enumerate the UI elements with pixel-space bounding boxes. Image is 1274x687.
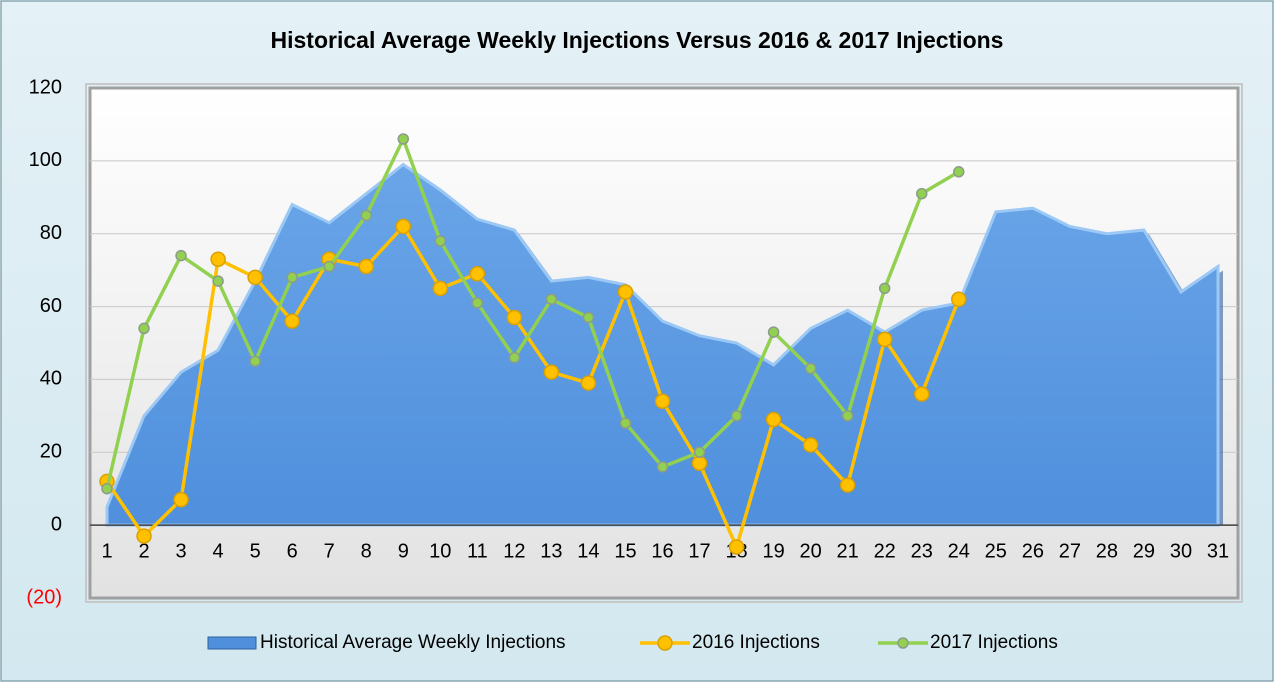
x-tick-label: 6 <box>287 540 298 562</box>
x-tick-label: 19 <box>762 540 784 562</box>
marker <box>656 461 669 473</box>
marker <box>432 280 449 297</box>
marker <box>469 266 486 282</box>
marker <box>691 455 708 471</box>
x-tick-label: 7 <box>324 540 335 562</box>
legend-marker <box>657 635 673 651</box>
marker <box>173 491 189 508</box>
x-tick-label: 23 <box>911 540 933 562</box>
marker <box>175 249 187 262</box>
x-tick-label: 3 <box>176 540 187 562</box>
x-tick-label: 28 <box>1096 540 1118 562</box>
marker <box>654 393 671 410</box>
marker <box>582 311 595 324</box>
legend-label: Historical Average Weekly Injections <box>260 632 566 653</box>
x-tick-label: 14 <box>577 540 599 562</box>
marker <box>434 235 447 247</box>
x-tick-label: 29 <box>1133 540 1155 562</box>
x-tick-label: 20 <box>800 540 822 562</box>
marker <box>913 386 930 402</box>
marker <box>136 528 152 544</box>
marker <box>915 187 928 200</box>
marker <box>765 411 782 428</box>
marker <box>580 375 597 391</box>
marker <box>619 417 632 429</box>
legend-marker <box>897 637 909 649</box>
marker <box>728 539 745 555</box>
marker <box>247 269 263 286</box>
x-tick-label: 15 <box>614 540 636 562</box>
marker <box>360 209 372 222</box>
y-tick-label: 120 <box>29 76 62 98</box>
x-tick-label: 2 <box>138 540 149 562</box>
marker <box>323 260 335 273</box>
marker <box>249 355 261 367</box>
marker <box>286 271 298 284</box>
plot-frame <box>85 83 1243 603</box>
marker <box>951 291 967 308</box>
marker <box>839 477 856 493</box>
x-tick-label: 8 <box>361 540 372 562</box>
x-tick-label: 17 <box>688 540 710 562</box>
marker <box>693 446 706 459</box>
marker <box>841 410 854 422</box>
legend-label: 2017 Injections <box>930 632 1058 653</box>
marker <box>617 284 634 300</box>
marker <box>471 297 484 309</box>
x-tick-label: 25 <box>985 540 1007 562</box>
y-tick-label: 60 <box>40 295 62 317</box>
marker <box>730 410 743 422</box>
x-tick-label: 24 <box>948 540 970 562</box>
x-tick-label: 11 <box>467 540 488 562</box>
legend-label: 2016 Injections <box>692 632 820 653</box>
x-tick-label: 5 <box>250 540 261 562</box>
marker <box>953 166 965 178</box>
marker <box>767 326 780 338</box>
marker <box>878 282 891 295</box>
marker <box>210 251 226 267</box>
x-tick-label: 31 <box>1207 540 1229 562</box>
y-tick-label: 40 <box>40 368 62 390</box>
legend: Historical Average Weekly Injections 2016… <box>207 632 1058 653</box>
line <box>105 137 960 490</box>
x-tick-label: 21 <box>837 540 859 562</box>
area <box>105 162 1220 527</box>
x-tick-label: 16 <box>651 540 673 562</box>
x-tick-label: 30 <box>1170 540 1192 562</box>
marker <box>545 293 558 306</box>
x-tick-label: 26 <box>1022 540 1044 562</box>
marker <box>358 258 374 275</box>
marker <box>876 331 893 348</box>
marker <box>284 313 300 329</box>
marker <box>138 322 150 335</box>
x-tick-label: 9 <box>398 540 409 562</box>
marker <box>802 437 819 453</box>
x-tick-label: 22 <box>874 540 896 562</box>
x-tick-label: 12 <box>503 540 525 562</box>
legend-swatch <box>207 636 257 650</box>
y-tick-label: (20) <box>26 586 62 608</box>
marker <box>508 351 521 364</box>
chart-title: Historical Average Weekly Injections Ver… <box>271 27 1004 53</box>
marker <box>212 275 224 287</box>
marker <box>543 364 560 380</box>
marker <box>804 362 817 375</box>
x-tick-label: 10 <box>429 540 451 562</box>
x-tick-label: 27 <box>1059 540 1081 562</box>
x-tick-label: 4 <box>213 540 224 562</box>
marker <box>395 218 412 235</box>
x-tick-label: 13 <box>540 540 562 562</box>
y-tick-label: 20 <box>40 441 62 463</box>
y-tick-label: 80 <box>40 222 62 244</box>
y-tick-label: 0 <box>51 513 62 535</box>
marker <box>397 133 410 145</box>
x-tick-label: 1 <box>101 540 112 562</box>
marker <box>506 309 523 326</box>
y-tick-label: 100 <box>29 149 62 171</box>
marker <box>101 482 113 495</box>
